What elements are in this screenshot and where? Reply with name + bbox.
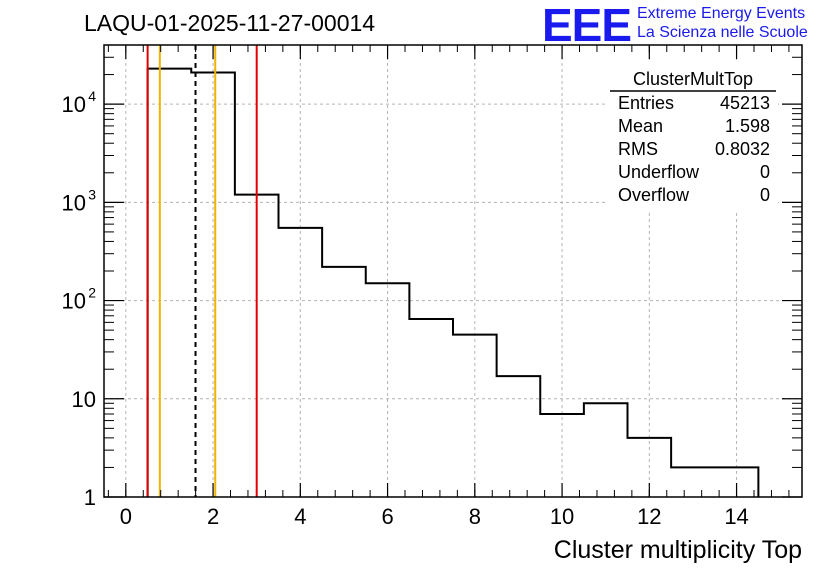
y-tick-label: 10: [62, 92, 86, 117]
histogram-bin: [148, 69, 192, 497]
stats-value: 45213: [720, 93, 770, 113]
stats-background: [608, 62, 778, 210]
histogram-bin: [409, 319, 453, 497]
stats-label: Mean: [618, 116, 663, 136]
x-tick-label: 14: [724, 504, 748, 529]
logo-mark: EEE: [542, 0, 632, 51]
stats-box: ClusterMultTop Entries 45213 Mean 1.598 RMS 0…: [608, 62, 778, 210]
y-tick-exponent: 2: [88, 285, 96, 301]
stats-value: 0.8032: [715, 139, 770, 159]
y-tick-exponent: 3: [88, 186, 96, 202]
stats-rows: Entries 45213 Mean 1.598 RMS 0.8032 Underflow 0…: [618, 93, 770, 205]
stats-label: RMS: [618, 139, 658, 159]
y-tick-label: 10: [62, 289, 86, 314]
x-tick-label: 8: [469, 504, 481, 529]
marker-lines: [146, 45, 258, 497]
y-tick-exponent: 4: [88, 88, 96, 104]
stats-value: 0: [760, 185, 770, 205]
x-tick-label: 4: [294, 504, 306, 529]
logo-line-1: Extreme Energy Events: [637, 5, 806, 22]
histogram-outline: [146, 67, 760, 497]
histogram-bin: [322, 267, 366, 497]
histogram: [146, 67, 760, 497]
x-axis-label: Cluster multiplicity Top: [554, 536, 802, 564]
eee-logo: EEE Extreme Energy Events La Scienza nel…: [542, 0, 832, 51]
stats-title: ClusterMultTop: [633, 69, 753, 89]
stats-value: 1.598: [725, 116, 770, 136]
x-tick-label: 0: [120, 504, 132, 529]
stats-label: Underflow: [618, 162, 700, 182]
histogram-bin: [584, 403, 628, 497]
stats-label: Entries: [618, 93, 674, 113]
plot-title: LAQU-01-2025-11-27-00014: [84, 10, 376, 36]
histogram-bin: [497, 376, 541, 497]
y-tick-label: 1: [84, 485, 96, 510]
x-tick-label: 12: [637, 504, 661, 529]
grid: [104, 45, 802, 497]
stats-value: 0: [760, 162, 770, 182]
y-tick-label: 10: [62, 190, 86, 215]
logo-line-2: La Scienza nelle Scuole: [637, 24, 808, 41]
stats-label: Overflow: [618, 185, 690, 205]
x-tick-label: 2: [207, 504, 219, 529]
x-tick-label: 6: [381, 504, 393, 529]
x-tick-label: 10: [550, 504, 574, 529]
y-tick-label: 10: [72, 387, 96, 412]
histogram-bin: [671, 467, 715, 497]
